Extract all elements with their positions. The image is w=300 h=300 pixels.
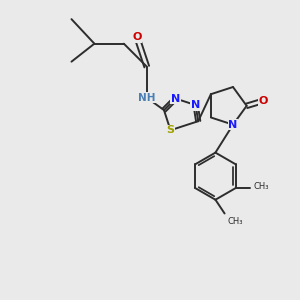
Text: CH₃: CH₃ [228, 217, 243, 226]
Text: O: O [258, 96, 268, 106]
Text: O: O [132, 32, 142, 42]
Text: N: N [228, 120, 238, 130]
Text: S: S [167, 125, 175, 135]
Text: N: N [191, 100, 200, 110]
Text: N: N [171, 94, 180, 103]
Text: CH₃: CH₃ [254, 182, 269, 191]
Text: NH: NH [138, 93, 155, 103]
